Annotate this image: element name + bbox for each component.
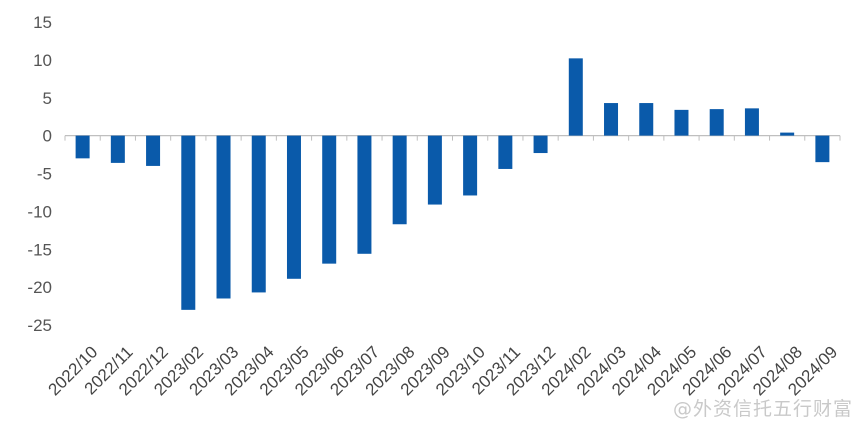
bar-2023-08	[392, 135, 407, 225]
y-tick-label: -15	[27, 240, 52, 259]
y-tick-label: 0	[43, 127, 52, 146]
y-tick-label: -5	[37, 165, 52, 184]
y-tick-label: -25	[27, 316, 52, 335]
bar-2023-12	[533, 135, 548, 154]
bar-2023-06	[322, 135, 337, 264]
bar-2024-06	[709, 109, 724, 136]
y-tick-label: -10	[27, 202, 52, 221]
bar-2023-04	[251, 135, 266, 293]
bar-2024-02	[568, 58, 583, 136]
bar-2023-03	[216, 135, 231, 299]
bar-2023-10	[463, 135, 478, 196]
y-tick-label: 5	[43, 89, 52, 108]
y-tick-label: 15	[33, 13, 52, 32]
bar-2022-10	[75, 135, 90, 159]
bar-2023-05	[286, 135, 301, 279]
watermark: @外资信托五行财富	[672, 398, 853, 420]
bar-2024-03	[604, 103, 619, 136]
bar-2022-12	[146, 135, 161, 166]
bar-2024-07	[744, 108, 759, 136]
bar-2024-05	[674, 109, 689, 136]
y-tick-label: -20	[27, 278, 52, 297]
bar-2023-07	[357, 135, 372, 254]
bar-2023-09	[427, 135, 442, 205]
y-tick-label: 10	[33, 51, 52, 70]
bar-2024-09	[815, 135, 830, 163]
bar-2023-02	[181, 135, 196, 310]
bar-2022-11	[110, 135, 125, 163]
bar-2024-08	[780, 132, 795, 136]
bar-2023-11	[498, 135, 513, 169]
bar-2024-04	[639, 103, 654, 136]
